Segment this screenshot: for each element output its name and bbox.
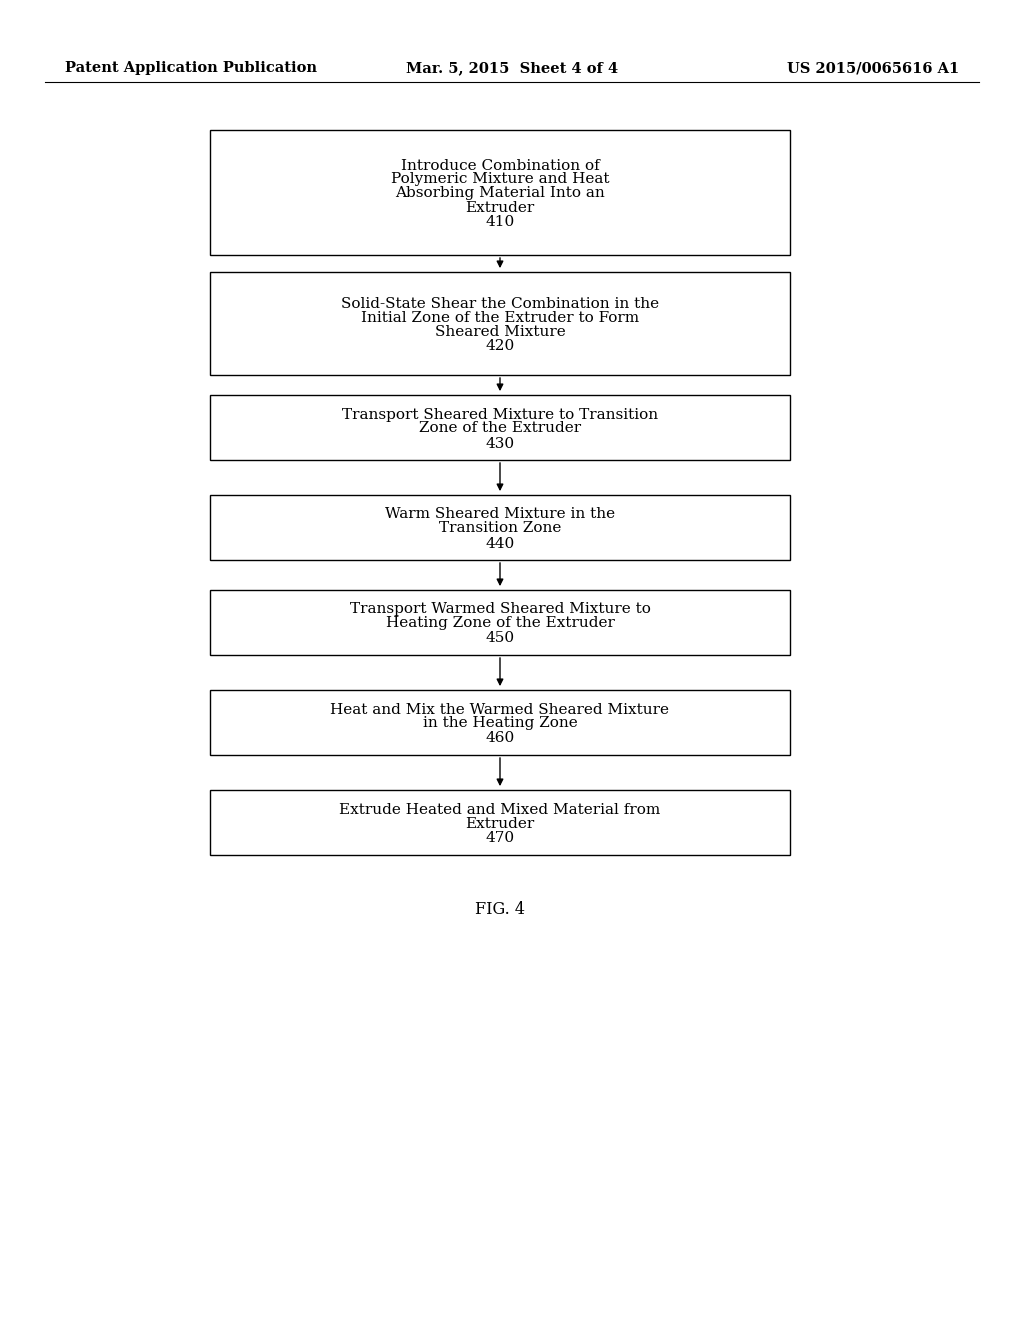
Text: 470: 470 [485,832,515,846]
Text: FIG. 4: FIG. 4 [475,902,525,919]
Text: Absorbing Material Into an: Absorbing Material Into an [395,186,605,201]
Text: Extrude Heated and Mixed Material from: Extrude Heated and Mixed Material from [339,803,660,817]
Text: in the Heating Zone: in the Heating Zone [423,717,578,730]
Text: Heat and Mix the Warmed Sheared Mixture: Heat and Mix the Warmed Sheared Mixture [331,702,670,717]
Bar [210,690,790,755]
Bar [210,789,790,855]
Text: Transition Zone: Transition Zone [439,521,561,536]
Text: 420: 420 [485,339,515,354]
Text: Transport Sheared Mixture to Transition: Transport Sheared Mixture to Transition [342,408,658,421]
Text: Transport Warmed Sheared Mixture to: Transport Warmed Sheared Mixture to [349,602,650,616]
Bar [210,590,790,655]
Text: Sheared Mixture: Sheared Mixture [434,325,565,338]
Text: Extruder: Extruder [465,201,535,214]
Bar [210,129,790,255]
Text: 450: 450 [485,631,515,645]
Text: Introduce Combination of: Introduce Combination of [400,158,599,173]
Text: Warm Sheared Mixture in the: Warm Sheared Mixture in the [385,507,615,521]
Text: Polymeric Mixture and Heat: Polymeric Mixture and Heat [391,173,609,186]
Text: Solid-State Shear the Combination in the: Solid-State Shear the Combination in the [341,297,659,310]
Text: Heating Zone of the Extruder: Heating Zone of the Extruder [386,616,614,631]
Text: 460: 460 [485,731,515,746]
Bar [210,272,790,375]
Text: 440: 440 [485,536,515,550]
Text: Patent Application Publication: Patent Application Publication [65,61,317,75]
Text: Initial Zone of the Extruder to Form: Initial Zone of the Extruder to Form [360,310,639,325]
Bar [210,395,790,459]
Text: Mar. 5, 2015  Sheet 4 of 4: Mar. 5, 2015 Sheet 4 of 4 [406,61,618,75]
Text: 430: 430 [485,437,515,450]
Text: Zone of the Extruder: Zone of the Extruder [419,421,581,436]
Bar [210,495,790,560]
Text: US 2015/0065616 A1: US 2015/0065616 A1 [786,61,959,75]
Text: Extruder: Extruder [465,817,535,830]
Text: 410: 410 [485,215,515,230]
